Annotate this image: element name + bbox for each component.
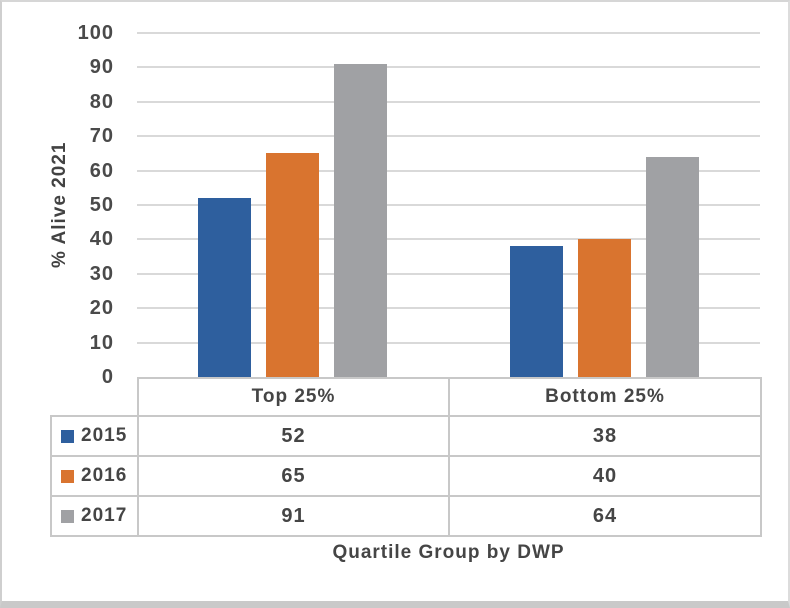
y-tick-label-0: 0 — [101, 366, 114, 388]
y-tick-label-50: 50 — [89, 194, 114, 216]
table-row-2017: 2017 91 64 — [50, 495, 762, 537]
y-tick-label-40: 40 — [89, 228, 114, 251]
gridline-30 — [137, 272, 760, 275]
value-cell-2016-bottom-25: 40 — [448, 455, 762, 497]
y-tick-label-30: 30 — [89, 262, 114, 285]
bar-2017-top-25 — [334, 63, 388, 377]
legend-label-2015: 2015 — [81, 425, 128, 446]
data-table: Top 25% Bottom 25% 2015 52 38 2016 65 40 2017 91 6… — [50, 377, 762, 537]
gridline-10 — [137, 341, 760, 344]
gridline-20 — [137, 307, 760, 310]
bar-group-bottom-25 — [449, 33, 761, 377]
bar-2015-bottom-25 — [509, 246, 563, 377]
y-tick-label-70: 70 — [89, 125, 114, 148]
gridline-100 — [137, 32, 760, 34]
gridline-80 — [137, 100, 760, 103]
y-axis-tick-labels: 100 90 80 70 60 50 40 30 20 10 0 — [30, 22, 114, 388]
value-cell-2017-bottom-25: 64 — [448, 495, 762, 537]
table-header-bottom-25: Bottom 25% — [448, 377, 762, 417]
value-cell-2015-top-25: 52 — [137, 415, 450, 457]
gridline-70 — [137, 135, 760, 138]
y-tick-label-10: 10 — [89, 331, 114, 354]
value-cell-2015-bottom-25: 38 — [448, 415, 762, 457]
legend-label-2017: 2017 — [81, 505, 128, 526]
bar-2015-top-25 — [198, 198, 252, 377]
bar-series-area — [137, 33, 760, 377]
legend-label-2016: 2016 — [81, 465, 128, 486]
plot-area — [137, 32, 760, 377]
table-corner-blank — [51, 378, 138, 416]
gridline-60 — [137, 169, 760, 172]
bar-group-top-25 — [137, 33, 449, 377]
bar-2016-top-25 — [266, 153, 320, 377]
value-cell-2017-top-25: 91 — [137, 495, 450, 537]
gridline-90 — [137, 66, 760, 69]
y-tick-label-100: 100 — [77, 22, 114, 44]
x-axis-title: Quartile Group by DWP — [332, 542, 565, 563]
gridline-50 — [137, 204, 760, 206]
legend-swatch-2017 — [61, 509, 74, 523]
legend-cell-2015: 2015 — [50, 415, 139, 457]
legend-cell-2016: 2016 — [50, 455, 139, 497]
legend-swatch-2015 — [61, 429, 74, 443]
y-tick-label-90: 90 — [89, 56, 114, 79]
legend-cell-2017: 2017 — [50, 495, 139, 537]
bar-2017-bottom-25 — [645, 156, 699, 377]
table-header-top-25: Top 25% — [137, 377, 450, 417]
y-tick-label-20: 20 — [89, 297, 114, 320]
value-cell-2016-top-25: 65 — [137, 455, 450, 497]
y-tick-label-60: 60 — [89, 159, 114, 182]
bar-2016-bottom-25 — [577, 239, 631, 377]
y-tick-label-80: 80 — [89, 90, 114, 113]
gridline-40 — [137, 238, 760, 241]
table-row-2015: 2015 52 38 — [50, 415, 762, 457]
legend-swatch-2016 — [61, 469, 74, 483]
table-row-2016: 2016 65 40 — [50, 455, 762, 497]
